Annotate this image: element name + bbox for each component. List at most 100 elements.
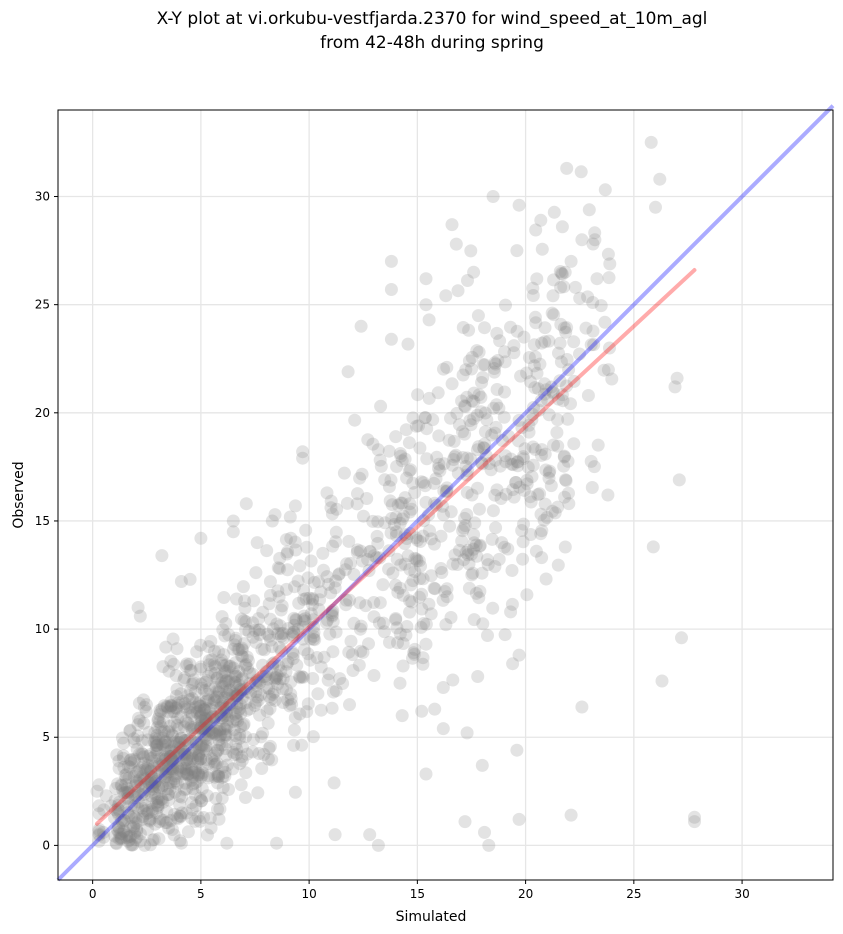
data-point bbox=[328, 828, 342, 842]
data-point bbox=[556, 394, 570, 408]
data-point bbox=[185, 746, 199, 760]
data-point bbox=[151, 712, 165, 726]
data-point bbox=[384, 283, 398, 296]
data-point bbox=[185, 706, 199, 720]
data-point bbox=[538, 321, 552, 335]
data-point bbox=[246, 616, 260, 630]
data-point bbox=[564, 808, 578, 822]
data-point bbox=[184, 663, 198, 677]
data-point bbox=[447, 434, 461, 448]
data-point bbox=[352, 658, 366, 672]
data-point bbox=[472, 440, 486, 454]
data-point bbox=[262, 682, 276, 696]
data-point bbox=[511, 455, 525, 469]
data-point bbox=[304, 554, 318, 568]
data-point bbox=[458, 399, 472, 413]
data-point bbox=[526, 281, 540, 295]
data-point bbox=[155, 549, 169, 563]
data-point bbox=[440, 360, 454, 374]
data-point bbox=[123, 724, 137, 738]
data-point bbox=[198, 676, 212, 689]
data-point bbox=[135, 734, 149, 748]
data-point bbox=[366, 514, 380, 528]
data-point bbox=[228, 668, 242, 682]
data-point bbox=[476, 371, 490, 384]
data-point bbox=[533, 357, 547, 371]
data-point bbox=[429, 472, 443, 486]
data-point bbox=[219, 674, 233, 688]
data-point bbox=[148, 779, 162, 793]
data-point bbox=[153, 812, 167, 826]
data-point bbox=[191, 766, 205, 780]
data-point bbox=[329, 625, 343, 639]
x-axis-ticks: 0 5 10 15 20 25 30 bbox=[89, 880, 750, 901]
data-point bbox=[324, 494, 338, 508]
data-point bbox=[333, 672, 347, 686]
data-point bbox=[207, 712, 221, 726]
data-point bbox=[646, 540, 660, 554]
data-point bbox=[121, 806, 135, 820]
data-point bbox=[476, 617, 490, 631]
data-point bbox=[207, 696, 221, 710]
data-point bbox=[168, 715, 182, 729]
data-point bbox=[456, 524, 470, 538]
data-point bbox=[113, 827, 127, 841]
data-point bbox=[216, 680, 230, 693]
data-point bbox=[137, 750, 150, 764]
data-point bbox=[187, 743, 201, 757]
data-point bbox=[209, 791, 223, 805]
data-point bbox=[275, 599, 289, 613]
data-point bbox=[492, 552, 506, 566]
data-point bbox=[174, 764, 188, 778]
data-point bbox=[229, 687, 243, 701]
data-point bbox=[122, 771, 136, 785]
data-point bbox=[156, 767, 169, 781]
data-point bbox=[130, 822, 144, 836]
data-point bbox=[147, 735, 161, 749]
data-point bbox=[164, 814, 178, 827]
data-point bbox=[307, 632, 320, 646]
data-point bbox=[422, 508, 436, 522]
data-point bbox=[139, 698, 153, 712]
data-point bbox=[217, 722, 231, 736]
data-point bbox=[414, 559, 427, 573]
data-point bbox=[180, 733, 194, 747]
data-point bbox=[174, 731, 188, 745]
data-point bbox=[598, 183, 612, 197]
data-point bbox=[150, 739, 164, 753]
data-point bbox=[128, 779, 142, 793]
data-point bbox=[353, 622, 367, 636]
data-point bbox=[143, 748, 157, 761]
data-point bbox=[473, 539, 487, 553]
data-point bbox=[510, 324, 524, 338]
data-point bbox=[339, 598, 353, 612]
data-point bbox=[92, 827, 106, 841]
data-point bbox=[228, 675, 241, 689]
data-point bbox=[464, 244, 478, 258]
data-point bbox=[147, 750, 161, 764]
data-point bbox=[127, 735, 141, 749]
data-point bbox=[274, 627, 288, 641]
data-point bbox=[668, 380, 682, 394]
data-point bbox=[205, 710, 219, 724]
data-point bbox=[122, 830, 136, 844]
data-point bbox=[261, 672, 275, 686]
data-point bbox=[405, 502, 419, 516]
data-point bbox=[162, 759, 175, 773]
data-point bbox=[233, 731, 246, 745]
data-point bbox=[90, 784, 104, 798]
data-point bbox=[587, 460, 601, 474]
data-point bbox=[190, 737, 204, 751]
data-point bbox=[179, 753, 193, 767]
data-point bbox=[527, 338, 541, 352]
data-point bbox=[186, 752, 200, 766]
data-point bbox=[234, 612, 248, 626]
data-point bbox=[287, 625, 301, 639]
data-point bbox=[372, 616, 386, 630]
data-point bbox=[289, 613, 303, 627]
data-point bbox=[484, 463, 498, 477]
data-point bbox=[235, 691, 249, 705]
x-tick-label: 15 bbox=[410, 887, 425, 901]
data-point bbox=[232, 678, 246, 692]
data-point bbox=[185, 723, 199, 737]
